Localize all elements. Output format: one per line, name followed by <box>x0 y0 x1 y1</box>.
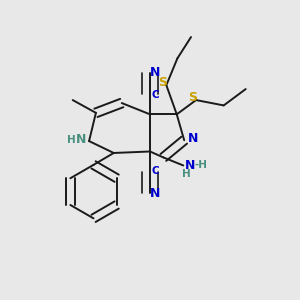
Text: S: S <box>188 91 197 104</box>
Text: -H: -H <box>194 160 207 170</box>
Text: N: N <box>184 159 195 172</box>
Text: N: N <box>76 133 86 146</box>
Text: C: C <box>152 90 159 100</box>
Text: N: N <box>188 132 198 145</box>
Text: H: H <box>182 169 190 179</box>
Text: N: N <box>150 66 161 79</box>
Text: C: C <box>152 166 159 176</box>
Text: N: N <box>150 187 161 200</box>
Text: H: H <box>68 136 76 146</box>
Text: S: S <box>158 76 167 89</box>
